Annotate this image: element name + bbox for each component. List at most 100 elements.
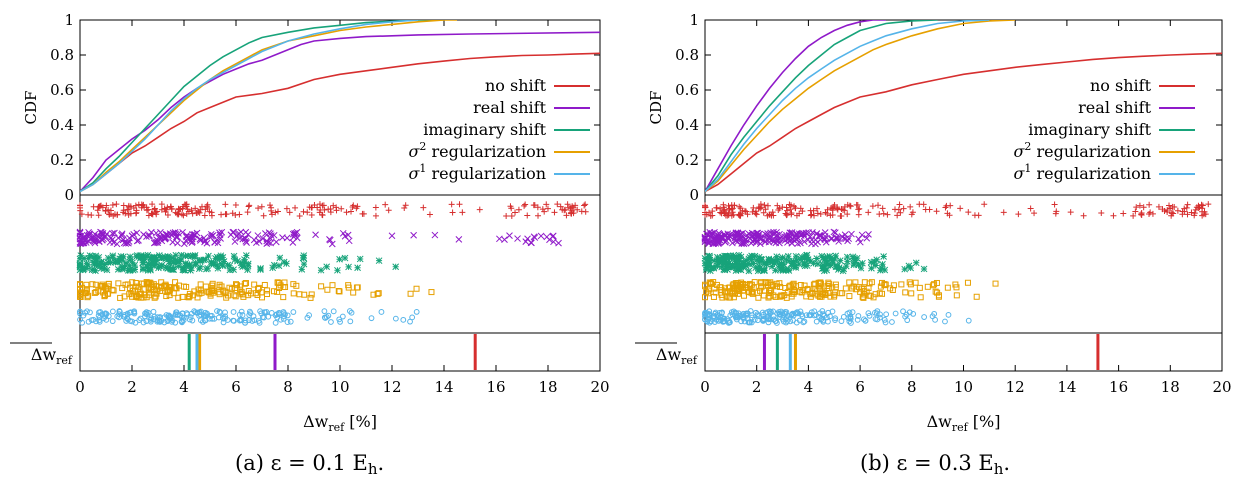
legend-label: no shift: [485, 76, 547, 95]
scatter-point: [80, 239, 88, 247]
scatter-point: [222, 201, 229, 208]
scatter-point: [841, 207, 848, 214]
scatter-point: [706, 252, 713, 260]
scatter-point: [336, 255, 343, 263]
scatter-point: [720, 315, 727, 322]
scatter-point: [263, 309, 270, 315]
scatter-point: [206, 233, 214, 241]
scatter-point: [236, 311, 243, 318]
scatter-point: [1136, 202, 1143, 209]
scatter-point: [152, 256, 160, 264]
scatter-point: [321, 308, 328, 315]
scatter-point: [239, 312, 246, 318]
scatter-point: [120, 202, 127, 209]
scatter-point: [843, 257, 851, 265]
scatter-point: [308, 212, 315, 219]
scatter-point: [216, 253, 224, 261]
scatter-point: [891, 206, 898, 213]
scatter-point: [777, 283, 784, 290]
scatter-point: [733, 253, 740, 261]
scatter-point: [836, 257, 844, 264]
scatter-point: [827, 262, 834, 269]
scatter-point: [831, 291, 838, 298]
scatter-point: [330, 308, 337, 315]
scatter-point: [534, 204, 541, 211]
scatter-point: [195, 208, 202, 215]
scatter-point: [143, 253, 151, 261]
scatter-point: [1140, 204, 1147, 211]
scatter-point: [1199, 202, 1206, 209]
scatter-point: [339, 229, 347, 237]
scatter-point: [160, 233, 168, 240]
scatter-point: [175, 294, 182, 301]
scatter-point: [861, 316, 867, 323]
scatter-point: [701, 237, 709, 245]
scatter-point: [776, 280, 783, 287]
scatter-point: [1146, 211, 1153, 218]
scatter-point: [880, 210, 887, 217]
scatter-point: [942, 318, 948, 325]
scatter-point: [757, 235, 765, 243]
scatter-point: [90, 260, 98, 268]
scatter-point: [881, 266, 889, 274]
scatter-point: [290, 309, 297, 315]
scatter-point: [197, 287, 204, 294]
scatter-point: [123, 239, 131, 247]
scatter-point: [820, 264, 827, 272]
scatter-point: [360, 210, 367, 217]
scatter-point: [549, 232, 557, 240]
scatter-point: [181, 267, 189, 274]
scatter-point: [705, 238, 713, 246]
scatter-point: [770, 230, 777, 238]
scatter-point: [816, 280, 823, 287]
scatter-point: [198, 203, 205, 210]
scatter-point: [284, 319, 291, 325]
scatter-point: [724, 255, 732, 263]
scatter-point: [124, 310, 131, 317]
scatter-point: [772, 258, 779, 265]
scatter-point: [283, 234, 291, 242]
scatter-point: [336, 288, 343, 295]
scatter-point: [907, 264, 914, 272]
scatter-point: [849, 285, 856, 292]
scatter-point: [838, 205, 845, 212]
scatter-point: [849, 309, 856, 316]
scatter-point: [761, 267, 768, 275]
scatter-point: [161, 253, 169, 261]
scatter-point: [814, 210, 821, 217]
scatter-point: [860, 294, 867, 301]
scatter-point: [742, 262, 750, 270]
scatter-point: [122, 259, 130, 267]
scatter-point: [126, 253, 134, 261]
scatter-point: [737, 266, 745, 274]
scatter-point: [837, 212, 844, 219]
scatter-point: [83, 260, 90, 267]
scatter-point: [875, 202, 882, 209]
scatter-point: [870, 294, 877, 301]
scatter-point: [95, 287, 102, 294]
scatter-point: [800, 238, 808, 245]
scatter-point: [88, 266, 96, 274]
scatter-point: [269, 264, 277, 272]
scatter-point: [721, 206, 728, 213]
y-tick-label: 1: [689, 11, 699, 29]
legend-item-sigma1: σ1 regularization: [1013, 162, 1195, 183]
scatter-point: [370, 291, 377, 298]
scatter-point: [703, 256, 710, 264]
scatter-point: [821, 229, 829, 236]
scatter-point: [219, 253, 227, 261]
scatter-point: [413, 308, 420, 315]
scatter-point: [143, 294, 150, 301]
legend-item-real_shift: real shift: [473, 98, 590, 117]
scatter-point: [798, 311, 805, 318]
scatter-point: [1161, 208, 1168, 215]
scatter-point: [761, 202, 768, 209]
scatter-point: [793, 256, 800, 264]
scatter-point: [330, 202, 337, 209]
scatter-point: [311, 201, 318, 208]
scatter-point: [296, 212, 303, 219]
scatter-point: [147, 256, 155, 263]
scatter-point: [272, 238, 280, 246]
scatter-point: [784, 265, 792, 273]
scatter-point: [164, 264, 172, 272]
